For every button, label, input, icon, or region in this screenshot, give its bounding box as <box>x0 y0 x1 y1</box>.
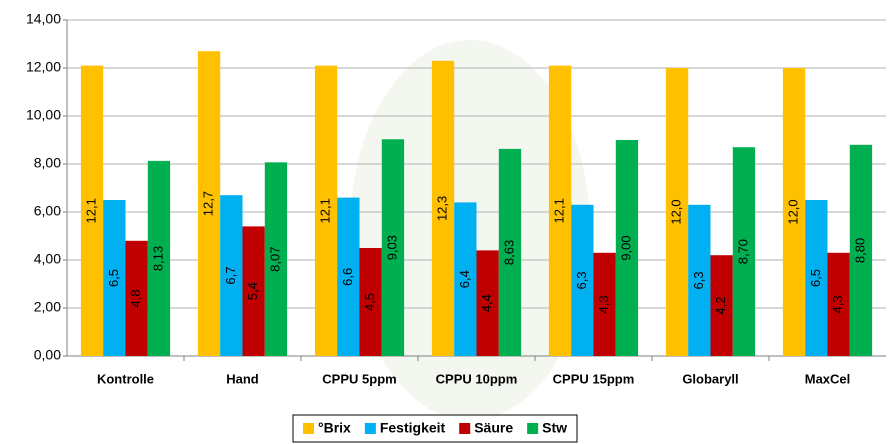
bar <box>476 250 499 356</box>
value-label: 12,3 <box>434 196 449 221</box>
value-label: 12,1 <box>317 198 332 223</box>
bar <box>197 51 221 356</box>
x-tick-label: Hand <box>226 371 259 386</box>
y-tick-label: 4,00 <box>34 251 61 267</box>
bar <box>337 197 360 356</box>
bar <box>732 147 756 356</box>
value-label: 6,6 <box>340 268 355 286</box>
value-label: 9,00 <box>618 235 633 260</box>
value-label: 8,80 <box>852 238 867 263</box>
value-label: 8,63 <box>501 240 516 265</box>
legend-swatch <box>527 423 539 434</box>
y-tick-label: 8,00 <box>34 155 61 171</box>
bar <box>782 68 806 356</box>
value-label: 8,70 <box>735 239 750 264</box>
bar <box>665 68 689 356</box>
value-label: 4,4 <box>479 294 494 312</box>
bar <box>688 204 711 356</box>
legend-label: Festigkeit <box>380 420 446 436</box>
value-label: 4,3 <box>830 295 845 313</box>
value-label: 8,07 <box>267 247 282 272</box>
value-label: 12,0 <box>668 199 683 224</box>
legend-swatch <box>364 423 376 434</box>
value-label: 6,5 <box>808 269 823 287</box>
bar <box>125 240 148 356</box>
bar <box>147 160 171 356</box>
bar <box>548 65 572 356</box>
bar <box>242 226 265 356</box>
y-tick-label: 10,00 <box>26 107 61 123</box>
y-tick-label: 12,00 <box>26 59 61 75</box>
value-label: 12,1 <box>551 198 566 223</box>
x-tick-label: Globaryll <box>682 371 738 386</box>
bar <box>220 195 243 356</box>
legend: °Brix Festigkeit Säure Stw <box>292 414 578 443</box>
x-tick-label: Kontrolle <box>97 371 154 386</box>
value-label: 6,5 <box>106 269 121 287</box>
bar <box>805 200 828 356</box>
bar <box>710 255 733 356</box>
bar <box>849 144 873 356</box>
bar <box>80 65 104 356</box>
value-label: 4,8 <box>128 289 143 307</box>
legend-swatch <box>459 423 471 434</box>
y-tick-label: 0,00 <box>34 347 61 363</box>
x-tick-label: CPPU 10ppm <box>436 371 518 386</box>
x-tick-label: MaxCel <box>805 371 851 386</box>
legend-label: Säure <box>474 420 513 436</box>
y-tick-label: 14,00 <box>26 11 61 27</box>
legend-label: °Brix <box>318 420 351 436</box>
x-tick-label: CPPU 5ppm <box>322 371 396 386</box>
y-tick-label: 6,00 <box>34 203 61 219</box>
value-label: 4,2 <box>713 297 728 315</box>
bar <box>498 148 522 356</box>
bar <box>431 60 455 357</box>
bar <box>103 200 126 356</box>
bar <box>571 204 594 356</box>
bar <box>314 65 338 356</box>
value-label: 5,4 <box>245 282 260 300</box>
bar <box>454 202 477 356</box>
value-label: 12,0 <box>785 199 800 224</box>
value-label: 4,3 <box>596 295 611 313</box>
value-label: 6,4 <box>457 270 472 288</box>
value-label: 4,5 <box>362 293 377 311</box>
y-tick-label: 2,00 <box>34 299 61 315</box>
bar <box>593 252 616 356</box>
bar <box>264 162 288 356</box>
value-label: 12,1 <box>83 198 98 223</box>
legend-label: Stw <box>542 420 567 436</box>
value-label: 12,7 <box>200 191 215 216</box>
x-tick-label: CPPU 15ppm <box>553 371 635 386</box>
value-label: 9,03 <box>384 235 399 260</box>
legend-swatch <box>303 423 314 434</box>
bar <box>615 140 639 356</box>
bar <box>359 248 382 356</box>
value-label: 6,3 <box>574 271 589 289</box>
value-label: 8,13 <box>150 246 165 271</box>
value-label: 6,7 <box>223 267 238 285</box>
value-label: 6,3 <box>691 271 706 289</box>
bar <box>381 139 405 356</box>
bar <box>827 252 850 356</box>
